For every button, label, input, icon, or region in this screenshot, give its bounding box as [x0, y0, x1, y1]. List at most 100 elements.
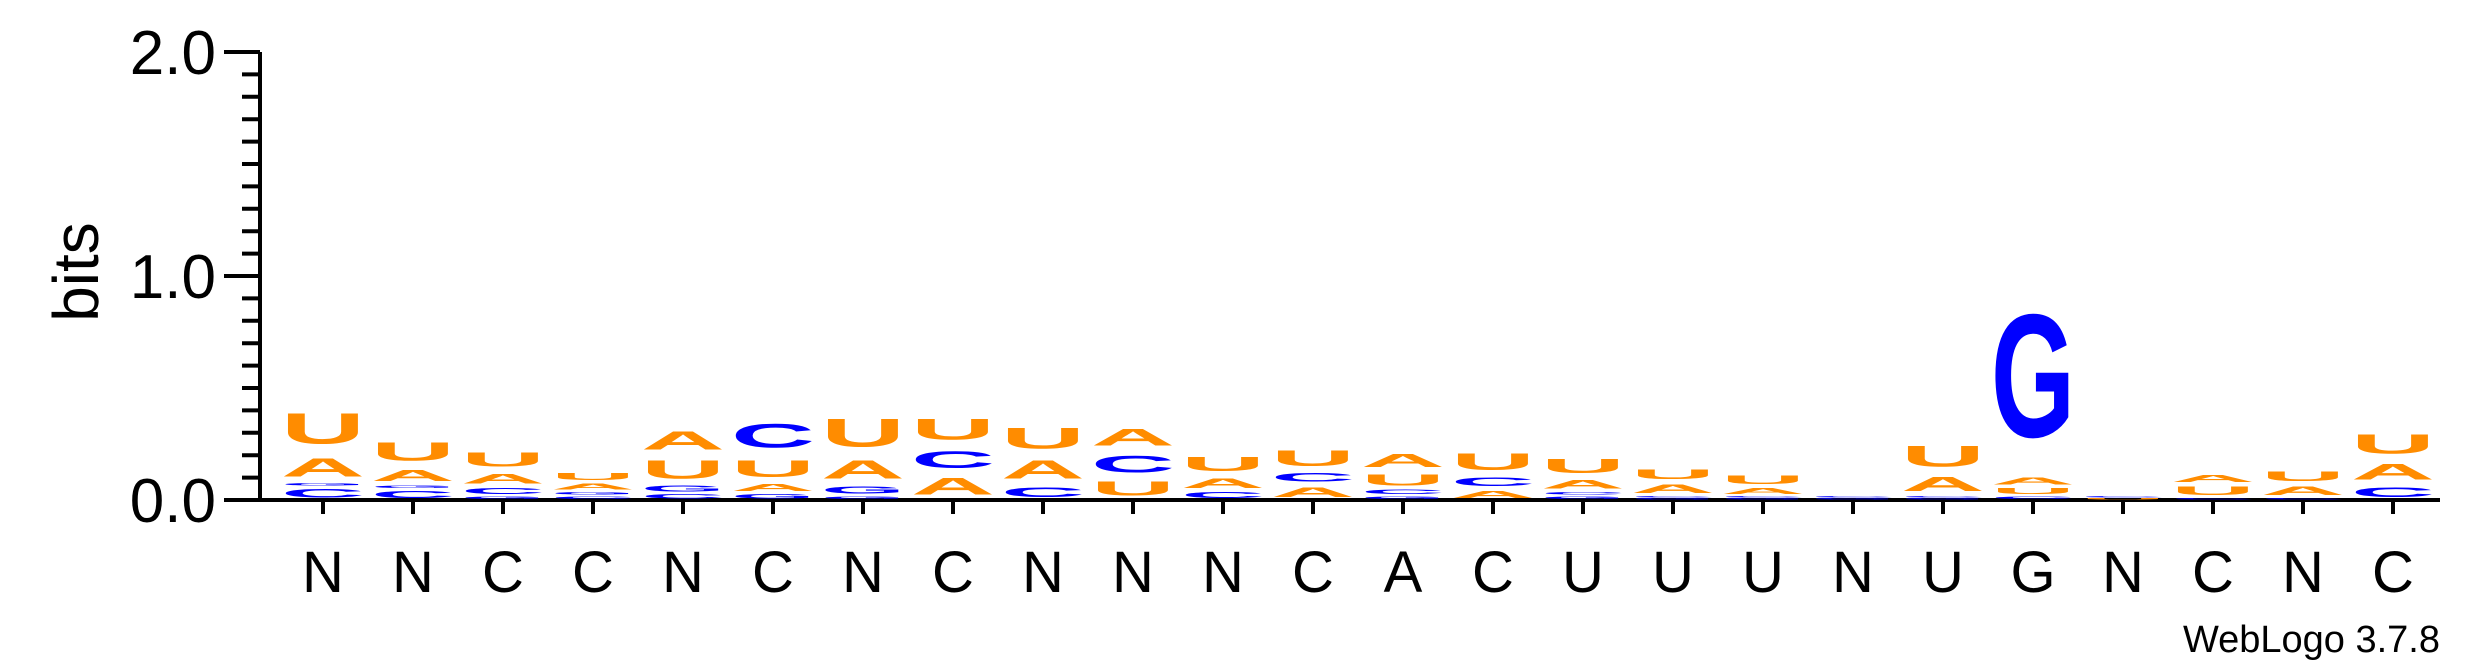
letter-stack: CAU — [1181, 453, 1265, 500]
logo-letter-C: C — [1901, 496, 1985, 498]
logo-letter-U: U — [551, 471, 635, 482]
logo-letter-U: U — [1271, 446, 1355, 471]
x-tick-label: C — [932, 540, 974, 605]
logo-letter-G: G — [1811, 498, 1895, 500]
logo-letter-U: U — [731, 455, 815, 482]
logo-letter-G: G — [1631, 498, 1715, 500]
logo-letter-U: U — [371, 437, 455, 466]
logo-letter-A: A — [1901, 473, 1985, 496]
letter-stack: CAU — [2261, 469, 2345, 500]
letter-stack: CUA — [2171, 473, 2255, 500]
logo-letter-A: A — [1181, 475, 1265, 491]
logo-letter-U: U — [1721, 473, 1805, 486]
logo-letter-A: A — [2351, 460, 2435, 485]
letter-stacks: CGAUCGAUGCAUCGAUCGUAGAUCGGAUACUCAUUCACAU… — [281, 278, 2435, 500]
logo-letter-C: C — [551, 496, 635, 500]
logo-letter-U: U — [1091, 477, 1175, 500]
x-tick-label: C — [2192, 540, 2234, 605]
letter-stack: CAU — [1001, 421, 1085, 500]
logo-letter-U: U — [911, 412, 995, 446]
logo-letter-A: A — [1271, 484, 1355, 500]
x-tick-label: N — [1022, 540, 1064, 605]
letter-stack: ACU — [911, 412, 995, 499]
logo-letter-A: A — [911, 473, 995, 500]
logo-letter-A: A — [2261, 484, 2345, 497]
logo-letter-C: C — [1991, 496, 2075, 500]
x-tick-label: N — [2282, 540, 2324, 605]
logo-letter-U: U — [1631, 466, 1715, 482]
logo-letter-A: A — [1451, 489, 1535, 500]
logo-letter-C: C — [1541, 491, 1625, 495]
logo-letter-U: U — [281, 403, 365, 453]
logo-letter-A: A — [1001, 455, 1085, 484]
logo-letter-U: U — [461, 448, 545, 471]
logo-letter-G: G — [281, 482, 365, 486]
logo-letter-U: U — [1451, 448, 1535, 475]
x-tick-label: C — [482, 540, 524, 605]
letter-stack: GC — [1811, 496, 1895, 500]
logo-letter-G: G — [1991, 278, 2075, 474]
logo-letter-U: U — [1181, 453, 1265, 476]
x-tick-label: U — [1562, 540, 1604, 605]
logo-letter-C: C — [1721, 496, 1805, 498]
letter-stack: CAU — [2351, 428, 2435, 500]
y-tick-label: 0.0 — [130, 467, 216, 536]
logo-letter-A: A — [1721, 487, 1805, 496]
logo-letter-U: U — [1001, 421, 1085, 455]
logo-letter-A: A — [1091, 424, 1175, 451]
logo-letter-U: U — [1991, 487, 2075, 496]
x-tick-label: C — [572, 540, 614, 605]
logo-letter-U: U — [2351, 428, 2435, 459]
x-tick-label: C — [1292, 540, 1334, 605]
y-tick-label: 2.0 — [130, 19, 216, 88]
logo-letter-G: G — [641, 484, 725, 493]
logo-letter-G: G — [731, 493, 815, 500]
x-tick-label: U — [1922, 540, 1964, 605]
logo-letter-C: C — [1181, 491, 1265, 500]
logo-letter-U: U — [1541, 455, 1625, 478]
weblogo-version-label: WebLogo 3.7.8 — [2183, 619, 2440, 661]
logo-letter-A: A — [461, 471, 545, 487]
logo-letter-C: C — [2351, 484, 2435, 500]
logo-letter-C: C — [911, 446, 995, 473]
logo-letter-U: U — [1361, 471, 1445, 489]
x-tick-label: N — [392, 540, 434, 605]
logo-letter-G: G — [1721, 498, 1805, 500]
logo-letter-G: G — [371, 484, 455, 488]
logo-letter-C: C — [1361, 489, 1445, 496]
x-tick-label: C — [2372, 540, 2414, 605]
letter-stack: ACU — [1271, 446, 1355, 500]
y-axis-label: bits — [40, 222, 112, 322]
logo-letter-A: A — [1991, 475, 2075, 486]
y-tick-label: 1.0 — [130, 243, 216, 312]
y-ticks: 0.0 1.0 2.0 — [130, 19, 260, 536]
letter-stack: ACU — [1451, 448, 1535, 500]
logo-letter-U: U — [2171, 484, 2255, 497]
logo-letter-A: A — [1361, 451, 1445, 471]
logo-letter-G: G — [1901, 498, 1985, 500]
x-tick-label: G — [2010, 540, 2055, 605]
logo-letter-C: C — [2171, 498, 2255, 500]
logo-letter-C: C — [281, 486, 365, 499]
logo-letter-U: U — [641, 455, 725, 484]
logo-letter-A: A — [641, 426, 725, 455]
y-axis: 0.0 1.0 2.0 — [130, 19, 262, 536]
logo-letter-U: U — [821, 411, 905, 456]
logo-letter-C: C — [1091, 451, 1175, 478]
logo-letter-C: C — [1001, 484, 1085, 500]
logo-letter-C: C — [2081, 496, 2165, 498]
x-tick-label: N — [302, 540, 344, 605]
logo-letter-A: A — [1631, 482, 1715, 495]
logo-letter-G: G — [551, 491, 635, 495]
logo-letter-U: U — [1901, 439, 1985, 473]
